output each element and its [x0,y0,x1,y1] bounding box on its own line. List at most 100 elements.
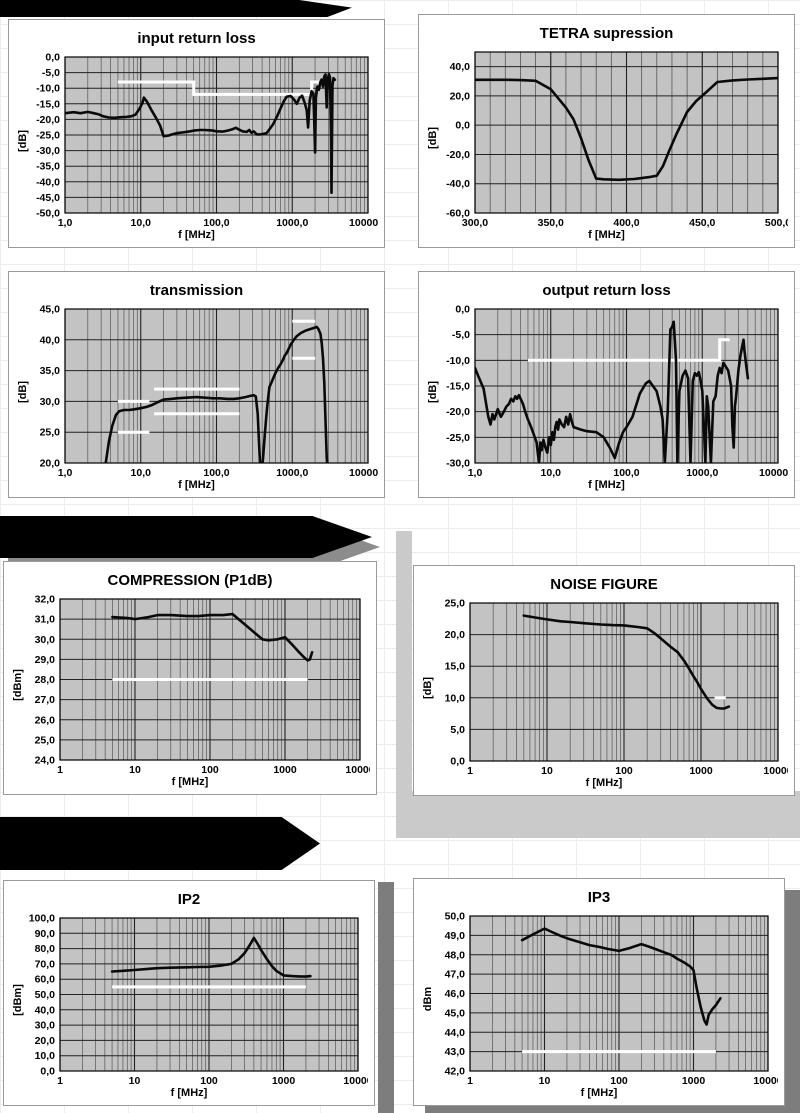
chart-compression-p1db: COMPRESSION (P1dB) [dBm] 32,0 31,0 30,0 29,… [3,561,377,795]
chart-title: IP3 [587,889,611,906]
svg-text:40,0: 40,0 [35,1004,56,1016]
svg-text:-40,0: -40,0 [36,176,60,188]
svg-text:-25,0: -25,0 [446,432,470,444]
svg-text:10,0: 10,0 [541,467,562,479]
svg-text:-15,0: -15,0 [36,98,60,110]
svg-text:400,0: 400,0 [613,217,639,229]
x-axis-label: f [MHz] [178,479,215,491]
svg-text:30,0: 30,0 [35,634,56,646]
svg-text:1,0: 1,0 [468,467,483,479]
svg-text:450,0: 450,0 [689,217,715,229]
chart-noise-figure: NOISE FIGURE [dB] 25,0 20,0 15,0 10,0 5,0 0,0… [413,565,795,796]
svg-text:90,0: 90,0 [35,928,56,940]
svg-text:10,0: 10,0 [35,1050,56,1062]
svg-text:80,0: 80,0 [35,943,56,955]
svg-text:26,0: 26,0 [35,714,56,726]
chart-input-return-loss: input return loss [dB] 0,0 -5,0 -10,0 -15,0… [8,19,387,248]
svg-text:48,0: 48,0 [445,949,466,961]
svg-text:40,0: 40,0 [450,61,471,73]
svg-text:100,0: 100,0 [203,217,229,229]
svg-text:60,0: 60,0 [35,974,56,986]
y-axis-label: [dB] [422,676,434,699]
svg-text:-20,0: -20,0 [446,149,470,161]
noise-figure-bottom-shadow-panel [396,791,800,838]
chart-title: TETRA supression [539,25,674,42]
svg-text:24,0: 24,0 [35,755,56,767]
svg-text:42,0: 42,0 [445,1066,466,1078]
svg-text:-20,0: -20,0 [446,406,470,418]
svg-text:1000,0: 1000,0 [276,467,308,479]
svg-text:100: 100 [200,1075,218,1087]
svg-text:10000: 10000 [345,764,370,776]
svg-text:1000: 1000 [682,1075,706,1087]
x-axis-label: f [MHz] [585,777,623,789]
x-axis-label: f [MHz] [580,1087,618,1099]
svg-text:1: 1 [57,1075,63,1087]
y-axis-label: [dB] [427,127,439,149]
svg-text:-5,0: -5,0 [452,329,470,341]
svg-text:50,0: 50,0 [35,989,56,1001]
chart-plot-area: [dB] 40,0 20,0 0,0 -20,0 -40,0 -60,0 300,0 350,… [425,47,791,229]
svg-text:27,0: 27,0 [35,694,56,706]
svg-text:100,0: 100,0 [203,467,229,479]
chart-plot-area: [dB] 45,0 40,0 35,0 30,0 25,0 20,0 1,0 10,0 100,… [15,304,387,480]
svg-text:49,0: 49,0 [445,930,466,942]
svg-text:10,0: 10,0 [445,692,466,704]
svg-text:10000: 10000 [753,1075,778,1087]
chart-output-return-loss: output return loss [dB] 0,0 -5,0 -10,0 -15,… [418,271,797,498]
svg-text:45,0: 45,0 [40,304,61,316]
chart-plot-area: [dB] 0,0 -5,0 -10,0 -15,0 -20,0 -25,0 -30,0 -35… [15,52,387,230]
svg-text:300,0: 300,0 [462,217,488,229]
svg-text:47,0: 47,0 [445,969,466,981]
svg-text:44,0: 44,0 [445,1027,466,1039]
svg-text:100: 100 [615,765,633,777]
chart-plot-area: [dBm] 32,0 31,0 30,0 29,0 28,0 27,0 26,0 25,0 24… [10,594,375,777]
svg-text:100,0: 100,0 [613,467,639,479]
x-axis-label: f [MHz] [588,479,625,491]
svg-text:-25,0: -25,0 [36,130,60,142]
svg-text:10000: 10000 [763,765,788,777]
chart-title: output return loss [542,282,671,299]
chart-transmission: transmission [dB] 45,0 40,0 35,0 30,0 25,0 20… [8,271,387,498]
svg-text:40,0: 40,0 [40,334,61,346]
svg-text:1,0: 1,0 [58,467,73,479]
svg-text:10000: 10000 [343,1075,368,1087]
chart-ip3: IP3 dBm 50,0 49,0 48,0 47,0 46,0 45,0 44,0 43,0… [413,878,785,1106]
svg-text:10: 10 [539,1075,551,1087]
svg-text:1: 1 [467,765,473,777]
section-banner-arrow-mid [0,516,372,558]
chart-plot-area: [dB] 25,0 20,0 15,0 10,0 5,0 0,0 1 10 100 1000 100… [420,598,793,778]
svg-text:1000: 1000 [689,765,713,777]
chart-title: NOISE FIGURE [550,576,658,593]
svg-text:5,0: 5,0 [450,724,465,736]
svg-text:1: 1 [467,1075,473,1087]
y-axis-label: [dB] [427,380,439,403]
svg-text:20,0: 20,0 [40,458,61,470]
svg-text:30,0: 30,0 [35,1020,56,1032]
y-axis-label: dBm [422,986,434,1012]
svg-text:0,0: 0,0 [455,120,470,132]
chart-tetra-supression: TETRA supression [dB] 40,0 20,0 0,0 -20,0 -4… [418,14,795,248]
svg-text:-40,0: -40,0 [446,178,470,190]
svg-text:100: 100 [201,764,219,776]
y-axis-label: [dB] [17,129,29,152]
svg-text:-30,0: -30,0 [36,145,60,157]
svg-text:10,0: 10,0 [131,217,152,229]
svg-text:500,0: 500,0 [765,217,788,229]
svg-text:43,0: 43,0 [445,1046,466,1058]
x-axis-label: f [MHz] [170,1087,208,1099]
svg-text:20,0: 20,0 [445,629,466,641]
section-banner-arrow-bottom [0,817,320,870]
svg-text:-60,0: -60,0 [446,208,470,220]
chart-title: input return loss [137,30,256,47]
svg-text:45,0: 45,0 [445,1007,466,1019]
svg-text:20,0: 20,0 [450,90,471,102]
svg-text:25,0: 25,0 [445,598,466,610]
svg-text:30,0: 30,0 [40,396,61,408]
chart-title: transmission [149,282,244,299]
svg-text:-30,0: -30,0 [446,458,470,470]
svg-text:10: 10 [541,765,553,777]
chart-plot-area: dBm 50,0 49,0 48,0 47,0 46,0 45,0 44,0 43,0 42,0… [420,911,783,1088]
svg-text:28,0: 28,0 [35,674,56,686]
